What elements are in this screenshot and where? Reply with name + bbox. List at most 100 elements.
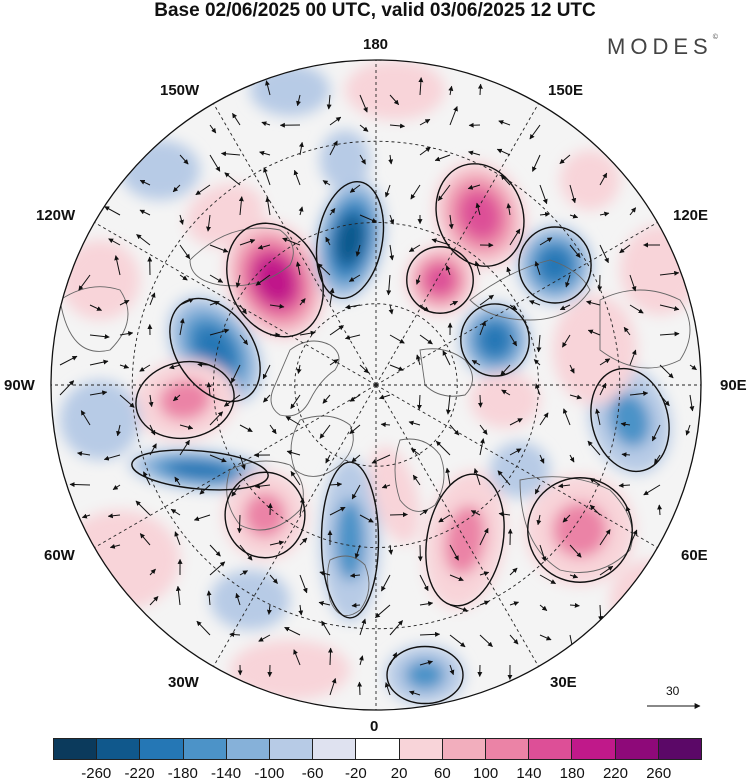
- wind-vector: [389, 364, 404, 371]
- wind-vector: [285, 416, 301, 426]
- wind-vector: [509, 304, 518, 311]
- wind-vector: [59, 380, 75, 396]
- wind-vector: [474, 260, 481, 276]
- colorbar-swatch: [183, 739, 227, 759]
- wind-vector: [206, 590, 212, 606]
- wind-vector: [506, 266, 512, 276]
- wind-vector: [618, 482, 631, 488]
- wind-vector: [643, 484, 661, 496]
- wind-vector: [378, 394, 391, 400]
- colorbar-swatch: [486, 739, 530, 759]
- polar-map: [50, 59, 702, 711]
- colorbar: [53, 738, 702, 760]
- anomaly-blob: [252, 651, 328, 689]
- wind-vector: [209, 300, 220, 306]
- wind-vector: [412, 474, 421, 486]
- colorbar-tick-label: -140: [211, 765, 242, 782]
- wind-vector: [529, 124, 541, 140]
- wind-vector: [230, 364, 241, 384]
- colorbar-swatch: [442, 739, 487, 759]
- colorbar-swatch: [399, 739, 443, 759]
- wind-vector: [442, 350, 451, 366]
- wind-vector: [659, 304, 680, 311]
- colorbar-swatch: [313, 739, 357, 759]
- anomaly-blob: [135, 151, 185, 189]
- wind-vector: [473, 468, 481, 486]
- contour-line: [135, 360, 235, 440]
- wind-vector: [351, 454, 361, 463]
- wind-vector: [449, 574, 464, 582]
- wind-vector: [659, 331, 680, 337]
- colorbar-swatch: [615, 739, 659, 759]
- coastline: [469, 259, 591, 321]
- wind-vector: [535, 383, 541, 396]
- wind-vector: [286, 450, 301, 456]
- wind-vector: [509, 418, 523, 426]
- label-30e: 30E: [550, 674, 577, 691]
- reference-vector-arrow: [647, 703, 701, 709]
- wind-vector: [298, 604, 304, 616]
- wind-vector: [148, 394, 154, 408]
- label-120w: 120W: [36, 207, 76, 224]
- wind-vector: [355, 244, 361, 257]
- wind-vector: [539, 211, 551, 217]
- wind-vector: [445, 467, 451, 486]
- colorbar-tick-label: 220: [602, 765, 628, 782]
- wind-vector: [358, 655, 364, 666]
- wind-vector: [659, 394, 670, 407]
- wind-vector: [689, 364, 697, 371]
- wind-vector: [80, 410, 91, 426]
- wind-vector: [209, 124, 217, 134]
- wind-vector: [371, 454, 391, 464]
- wind-vector: [81, 513, 91, 519]
- wind-vector: [107, 513, 121, 519]
- anomaly-blob: [329, 141, 361, 179]
- wind-vector: [195, 184, 211, 196]
- wind-vector: [689, 394, 695, 412]
- wind-vector: [410, 448, 421, 456]
- wind-vector: [449, 424, 460, 436]
- wind-vector: [359, 514, 374, 523]
- wind-vector: [539, 544, 547, 562]
- wind-vector: [419, 631, 441, 637]
- coastline: [519, 476, 633, 573]
- wind-vector: [174, 476, 181, 486]
- wind-vector: [112, 484, 121, 491]
- wind-vector: [558, 483, 571, 489]
- wind-vector: [569, 394, 582, 400]
- coastline: [59, 286, 129, 352]
- wind-vector: [229, 632, 241, 638]
- map-border: [50, 59, 702, 711]
- wind-vector: [388, 544, 394, 555]
- wind-vector: [386, 274, 392, 296]
- wind-vector: [255, 274, 271, 286]
- wind-vector: [136, 234, 151, 246]
- wind-vector: [325, 454, 331, 464]
- wind-vector: [479, 294, 494, 306]
- wind-vector: [565, 274, 571, 288]
- label-150e: 150E: [548, 82, 584, 99]
- wind-vector: [419, 574, 429, 592]
- wind-vector: [224, 172, 241, 186]
- wind-vector: [479, 571, 490, 577]
- wind-vector: [533, 359, 541, 366]
- wind-vector: [179, 244, 191, 260]
- wind-vector: [539, 412, 549, 426]
- wind-vector: [269, 303, 285, 309]
- wind-vector: [298, 206, 304, 216]
- wind-vector: [467, 184, 481, 190]
- wind-vector: [209, 244, 229, 253]
- wind-vector: [345, 304, 361, 310]
- wind-vector: [119, 299, 130, 306]
- wind-vector: [209, 411, 224, 426]
- wind-vector: [359, 124, 369, 132]
- label-180: 180: [363, 36, 389, 53]
- wind-vector: [89, 304, 102, 311]
- anomaly-blob: [609, 392, 651, 448]
- wind-vector: [139, 364, 151, 372]
- colorbar-tick-label: -260: [81, 765, 112, 782]
- colorbar-tick-label: 260: [646, 765, 672, 782]
- wind-vector: [179, 214, 184, 225]
- contour-line: [435, 163, 525, 267]
- colorbar-swatch: [54, 739, 98, 759]
